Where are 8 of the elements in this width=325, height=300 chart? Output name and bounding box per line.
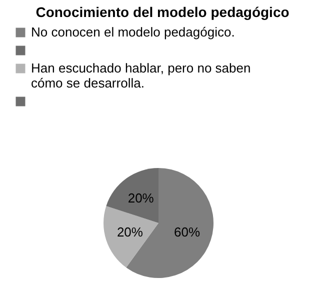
- chart-title: Conocimiento del modelo pedagógico: [36, 4, 290, 20]
- legend-label: No conocen el modelo pedagógico.: [31, 24, 235, 40]
- legend-label: Han escuchado hablar, pero no saben cómo se desarrolla.: [31, 60, 251, 90]
- data-label: 20%: [128, 190, 154, 206]
- pie-slice: [106, 168, 158, 223]
- data-label: 20%: [116, 224, 144, 240]
- pie-slice: [104, 206, 158, 268]
- data-label: 60%: [174, 224, 200, 240]
